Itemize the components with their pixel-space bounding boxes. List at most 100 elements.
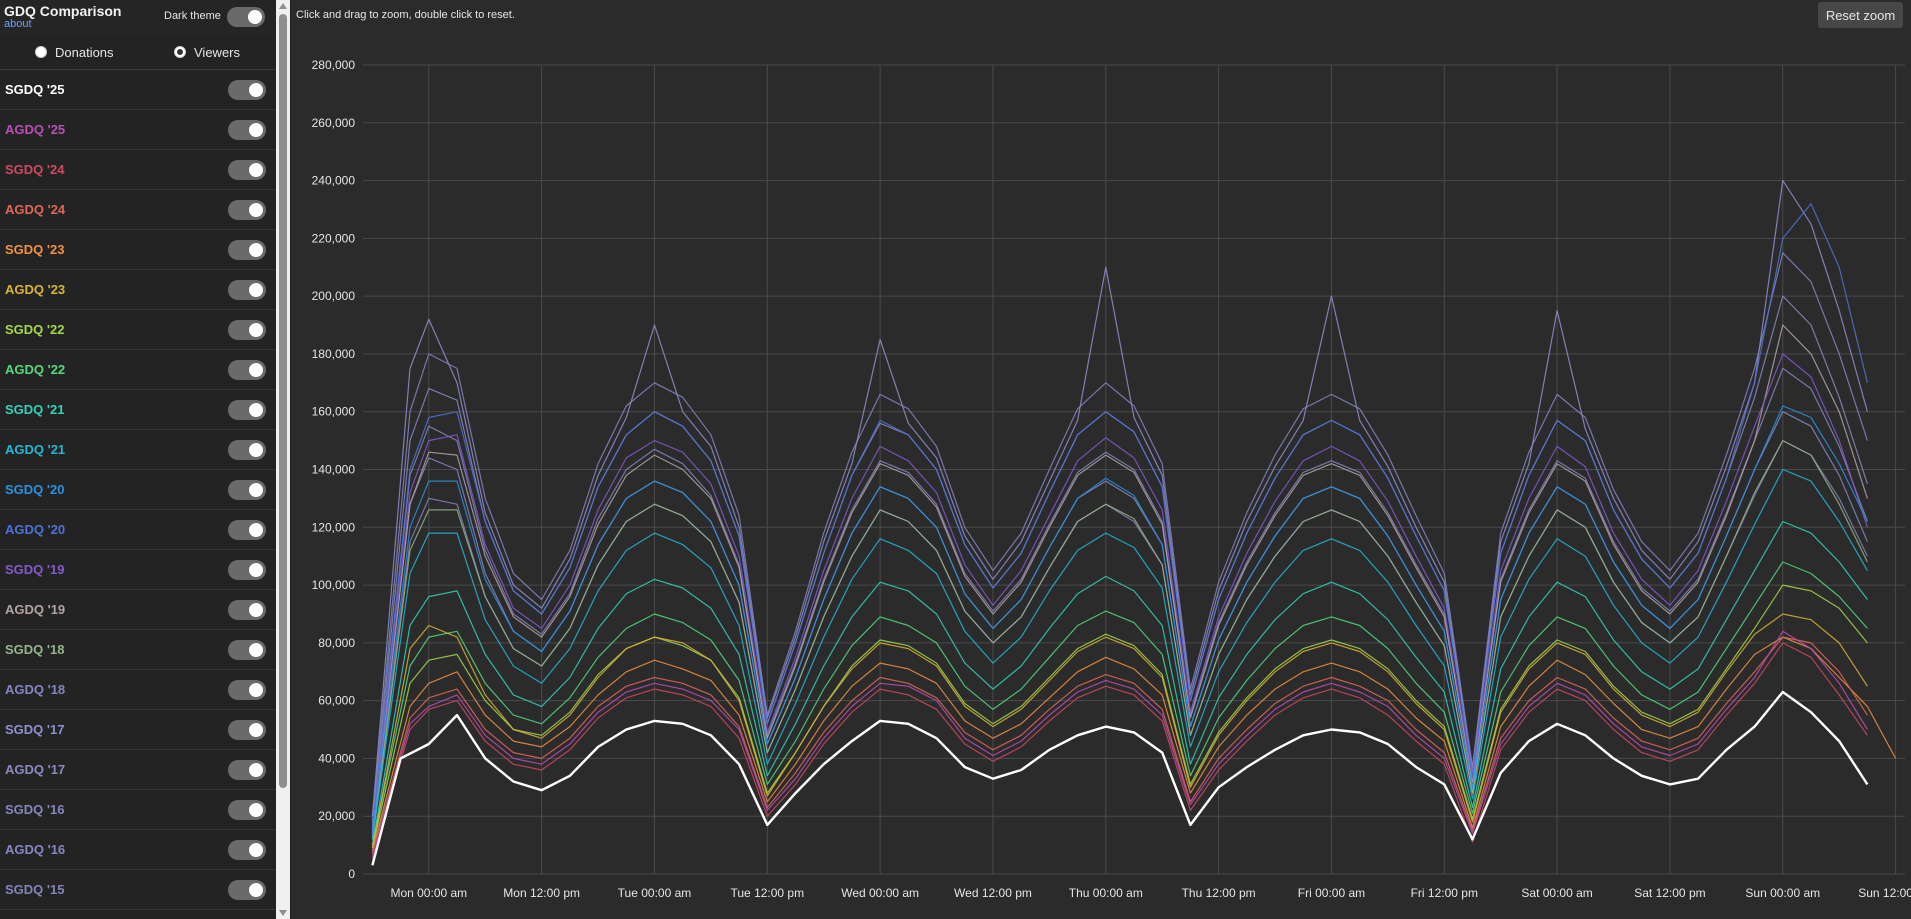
event-toggle[interactable]	[228, 560, 266, 580]
x-tick-label: Sat 00:00 am	[1521, 886, 1592, 900]
sidebar-scrollbar[interactable]	[276, 0, 290, 919]
event-toggle[interactable]	[228, 760, 266, 780]
series-line-sgdq-16	[371, 367, 1868, 828]
x-tick-label: Sun 00:00 am	[1745, 886, 1820, 900]
event-row: SGDQ '19	[0, 550, 276, 590]
x-tick-label: Tue 00:00 am	[618, 886, 692, 900]
viewers-line-chart[interactable]: 0 20,000 40,000 60,000 80,000 100,000 120,000 1…	[291, 30, 1911, 919]
zoom-instructions: Click and drag to zoom, double click to …	[296, 9, 515, 21]
series-line-agdq-18	[371, 252, 1868, 823]
sidebar-header: GDQ Comparison about Dark theme	[0, 0, 276, 36]
event-toggle[interactable]	[228, 160, 266, 180]
event-toggle[interactable]	[228, 600, 266, 620]
toggle-knob	[249, 523, 263, 537]
event-row: AGDQ '21	[0, 430, 276, 470]
event-toggle[interactable]	[228, 720, 266, 740]
event-row: SGDQ '17	[0, 710, 276, 750]
app-title: GDQ Comparison	[4, 3, 122, 19]
reset-zoom-button[interactable]: Reset zoom	[1818, 2, 1903, 28]
y-tick-label: 20,000	[318, 809, 355, 823]
event-row: SGDQ '21	[0, 390, 276, 430]
event-toggle[interactable]	[228, 360, 266, 380]
scroll-up-arrow-icon[interactable]	[279, 3, 287, 9]
event-label: AGDQ '25	[5, 122, 66, 137]
sidebar: GDQ Comparison about Dark theme Donation…	[0, 0, 276, 919]
y-tick-label: 280,000	[312, 58, 356, 72]
event-row: SGDQ '23	[0, 230, 276, 270]
x-tick-label: Wed 00:00 am	[841, 886, 919, 900]
viewers-radio[interactable]	[174, 46, 186, 58]
toggle-knob	[249, 843, 263, 857]
event-label: AGDQ '18	[5, 682, 66, 697]
series-line-agdq-22	[371, 561, 1868, 846]
donations-label[interactable]: Donations	[55, 45, 114, 60]
x-tick-label: Mon 00:00 am	[390, 886, 467, 900]
series-line-sgdq-21	[371, 520, 1868, 846]
event-label: SGDQ '20	[5, 482, 65, 497]
event-toggle[interactable]	[228, 680, 266, 700]
event-row: SGDQ '15	[0, 870, 276, 910]
event-label: AGDQ '19	[5, 602, 66, 617]
y-tick-label: 100,000	[312, 578, 356, 592]
scrollbar-thumb[interactable]	[279, 14, 287, 788]
event-label: SGDQ '16	[5, 802, 65, 817]
toggle-knob	[249, 243, 263, 257]
toggle-knob	[249, 283, 263, 297]
y-tick-label: 40,000	[318, 751, 355, 765]
dark-theme-label: Dark theme	[164, 10, 221, 22]
event-row: SGDQ '20	[0, 470, 276, 510]
event-row: SGDQ '22	[0, 310, 276, 350]
toggle-knob	[249, 123, 263, 137]
event-toggle[interactable]	[228, 120, 266, 140]
donations-radio[interactable]	[35, 46, 47, 58]
x-tick-label: Thu 12:00 pm	[1182, 886, 1256, 900]
event-toggle[interactable]	[228, 640, 266, 660]
event-row: SGDQ '25	[0, 70, 276, 110]
x-tick-label: Mon 12:00 pm	[503, 886, 580, 900]
viewers-label[interactable]: Viewers	[194, 45, 241, 60]
mode-selector: Donations Viewers	[0, 37, 276, 70]
series-line-agdq-23	[371, 613, 1868, 849]
x-tick-label: Sun 12:00 pm	[1858, 886, 1911, 900]
event-row: AGDQ '24	[0, 190, 276, 230]
toggle-knob	[249, 683, 263, 697]
dark-theme-toggle[interactable]	[227, 7, 265, 27]
event-label: AGDQ '24	[5, 202, 66, 217]
toggle-knob	[249, 483, 263, 497]
toggle-knob	[249, 203, 263, 217]
event-toggle[interactable]	[228, 880, 266, 900]
event-row: AGDQ '25	[0, 110, 276, 150]
event-toggle[interactable]	[228, 280, 266, 300]
event-toggle[interactable]	[228, 520, 266, 540]
event-toggle[interactable]	[228, 80, 266, 100]
y-tick-label: 140,000	[312, 463, 356, 477]
toggle-knob	[249, 363, 263, 377]
event-toggle[interactable]	[228, 200, 266, 220]
event-toggle[interactable]	[228, 840, 266, 860]
y-tick-label: 200,000	[312, 289, 356, 303]
toggle-knob	[249, 883, 263, 897]
toggle-knob	[249, 443, 263, 457]
event-row: AGDQ '22	[0, 350, 276, 390]
about-link[interactable]: about	[4, 18, 32, 30]
toggle-knob	[249, 563, 263, 577]
toggle-knob	[249, 803, 263, 817]
series-line-agdq-20	[371, 203, 1868, 828]
toggle-knob	[249, 83, 263, 97]
y-tick-label: 260,000	[312, 116, 356, 130]
event-toggle[interactable]	[228, 440, 266, 460]
event-toggle[interactable]	[228, 800, 266, 820]
event-label: AGDQ '23	[5, 282, 66, 297]
event-label: SGDQ '23	[5, 242, 65, 257]
event-toggle[interactable]	[228, 400, 266, 420]
event-row: SGDQ '24	[0, 150, 276, 190]
event-toggle[interactable]	[228, 320, 266, 340]
event-label: AGDQ '16	[5, 842, 66, 857]
toggle-knob	[249, 603, 263, 617]
event-toggle[interactable]	[228, 240, 266, 260]
series-line-agdq-21	[371, 468, 1868, 840]
series-line-sgdq-18	[371, 440, 1868, 840]
scroll-down-arrow-icon[interactable]	[279, 910, 287, 916]
event-toggle[interactable]	[228, 480, 266, 500]
toggle-knob	[249, 763, 263, 777]
